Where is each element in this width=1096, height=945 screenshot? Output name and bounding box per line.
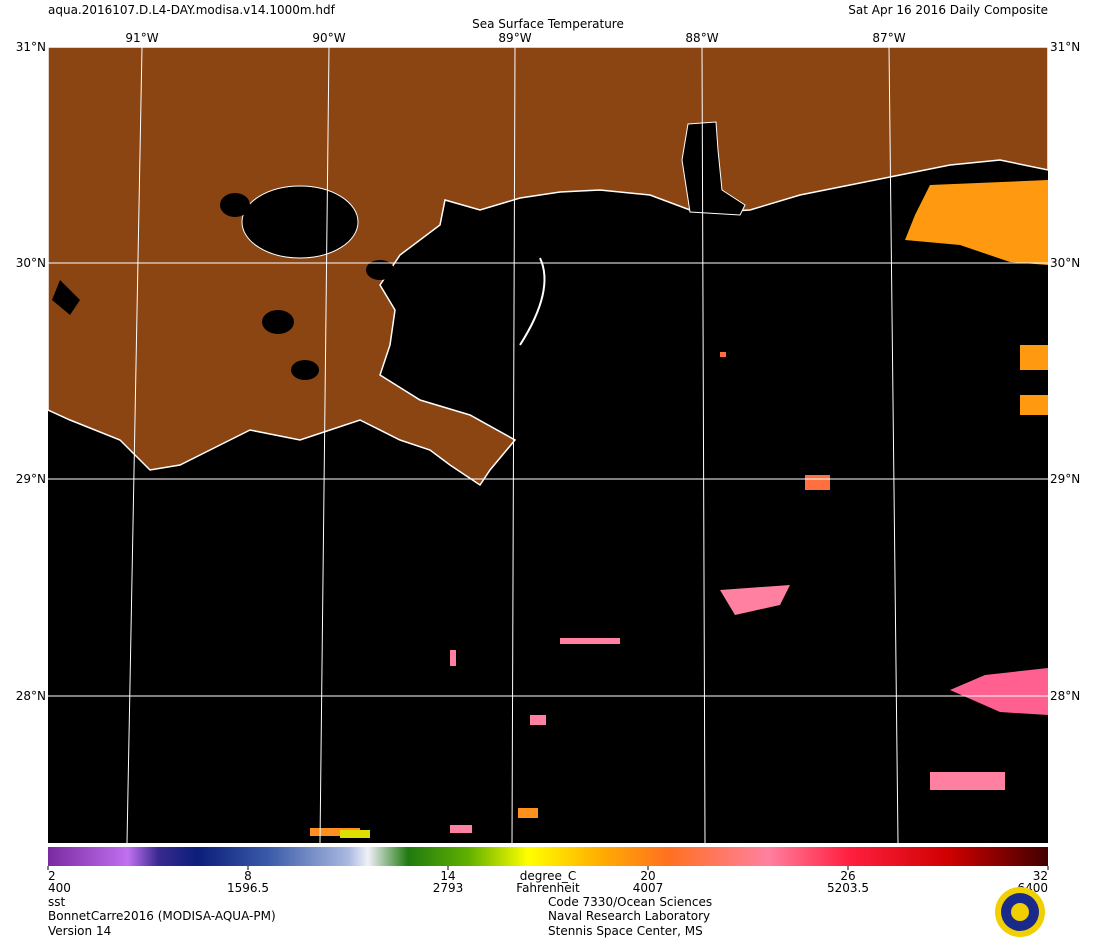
logo (995, 887, 1045, 937)
colorbar-tick-label: 2 (48, 869, 56, 883)
lon-label: 88°W (685, 31, 718, 45)
unit: degree_C (520, 869, 576, 883)
second-unit: Fahrenheit (516, 881, 580, 895)
lat-label: 30°N (16, 256, 46, 270)
lat-label: 28°N (16, 689, 46, 703)
lake (220, 193, 250, 217)
sst-pixels (310, 180, 1048, 838)
bay (681, 121, 746, 216)
colorbar-tick-label: 8 (244, 869, 252, 883)
lat-label: 29°N (1050, 472, 1080, 486)
date: Sat Apr 16 2016 Daily Composite (848, 3, 1048, 17)
footer-left: BonnetCarre2016 (MODISA-AQUA-PM) (48, 909, 276, 923)
lake (291, 360, 319, 380)
lake (366, 260, 394, 280)
colorbar-tick-label: 14 (440, 869, 455, 883)
map (47, 46, 1049, 844)
footer-left: sst (48, 895, 66, 909)
footer-left: Version 14 (48, 924, 111, 938)
colorbar-second-label: 400 (48, 881, 71, 895)
colorbar-second-label: 5203.5 (827, 881, 869, 895)
lon-label: 90°W (312, 31, 345, 45)
footer-middle: Code 7330/Ocean Sciences (548, 895, 712, 909)
graticule (48, 46, 1048, 844)
lon-label: 89°W (498, 31, 531, 45)
colorbar (48, 847, 1048, 866)
lat-label: 30°N (1050, 256, 1080, 270)
colorbar-second-label: 1596.5 (227, 881, 269, 895)
island (519, 257, 546, 346)
colorbar-tick-label: 32 (1033, 869, 1048, 883)
lat-label: 29°N (16, 472, 46, 486)
title: Sea Surface Temperature (472, 17, 624, 31)
colorbar-tick-label: 20 (640, 869, 655, 883)
lake (241, 185, 359, 259)
graticule-labels: 31°N 31°N 30°N 30°N 29°N 29°N 28°N 28°N 91°W 90°W… (16, 31, 1081, 703)
lat-label: 31°N (1050, 40, 1080, 54)
colorbar-tick-label: 26 (840, 869, 855, 883)
footer-middle: Stennis Space Center, MS (548, 924, 703, 938)
lake (262, 310, 294, 334)
lake (52, 280, 80, 315)
colorbar-second-label: 4007 (633, 881, 664, 895)
lon-label: 87°W (872, 31, 905, 45)
colorbar-second-label: 2793 (433, 881, 464, 895)
file-name: aqua.2016107.D.L4-DAY.modisa.v14.1000m.h… (48, 3, 336, 17)
lat-label: 28°N (1050, 689, 1080, 703)
footer-middle: Naval Research Laboratory (548, 909, 710, 923)
lon-label: 91°W (125, 31, 158, 45)
lat-label: 31°N (16, 40, 46, 54)
